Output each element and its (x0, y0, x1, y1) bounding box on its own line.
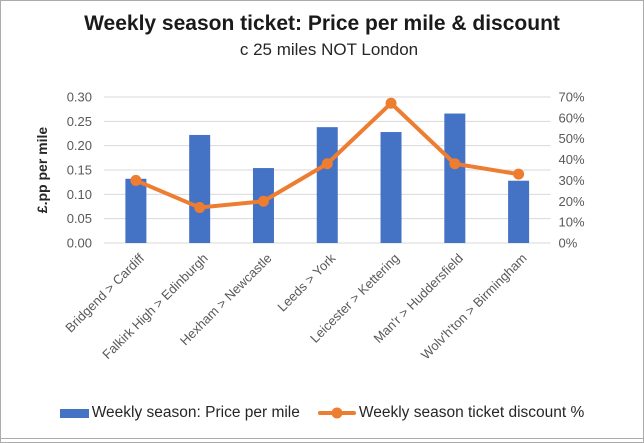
bar-series-swatch-icon (59, 408, 89, 418)
chart-frame-bottom-border (1, 438, 643, 439)
bar (380, 132, 402, 243)
chart-subtitle: c 25 miles NOT London (239, 40, 419, 59)
line-marker (257, 195, 269, 207)
right-axis-tick-label: 60% (559, 110, 585, 125)
left-axis-tick-label: 0.20 (67, 138, 92, 153)
left-axis-tick-label: 0.00 (67, 236, 92, 251)
bar (508, 180, 530, 243)
left-axis-tick-label: 0.15 (67, 163, 92, 178)
line-marker (130, 174, 142, 186)
category-label: Leeds > York (274, 250, 338, 314)
legend-label-price-per-mile: Weekly season: Price per mile (91, 404, 300, 421)
bar (125, 178, 147, 243)
left-axis-title: £.pp per mile (34, 127, 50, 214)
legend-item-discount: Weekly season ticket discount % (317, 404, 585, 422)
bar (444, 113, 466, 244)
left-axis-tick-label: 0.25 (67, 114, 92, 129)
line-marker-dot-icon (331, 407, 343, 419)
line-marker (449, 158, 461, 170)
right-axis-tick-label: 70% (559, 90, 585, 105)
left-axis-tick-label: 0.05 (67, 211, 92, 226)
legend: Weekly season: Price per mile Weekly sea… (1, 404, 643, 422)
line-marker (321, 158, 333, 170)
right-axis-tick-label: 10% (559, 215, 585, 230)
right-axis-tick-label: 0% (559, 236, 578, 251)
line-marker (385, 97, 397, 109)
bar (189, 134, 211, 243)
right-axis-tick-label: 40% (559, 152, 585, 167)
category-label: Falkirk High > Edinburgh (99, 251, 211, 363)
category-label: Wolv'h'ton > Birmingham (418, 251, 530, 363)
line-marker (194, 202, 206, 214)
left-axis-tick-label: 0.30 (67, 90, 92, 105)
right-axis-tick-label: 20% (559, 194, 585, 209)
chart-title: Weekly season ticket: Price per mile & d… (84, 12, 560, 35)
bar (316, 127, 338, 243)
legend-label-discount: Weekly season ticket discount % (358, 404, 585, 421)
line-marker (513, 168, 525, 180)
legend-item-price-per-mile: Weekly season: Price per mile (59, 404, 300, 422)
left-axis-tick-label: 0.10 (67, 187, 92, 202)
right-axis-tick-label: 50% (559, 131, 585, 146)
line-series-swatch-icon (317, 407, 356, 419)
right-axis-tick-label: 30% (559, 173, 585, 188)
